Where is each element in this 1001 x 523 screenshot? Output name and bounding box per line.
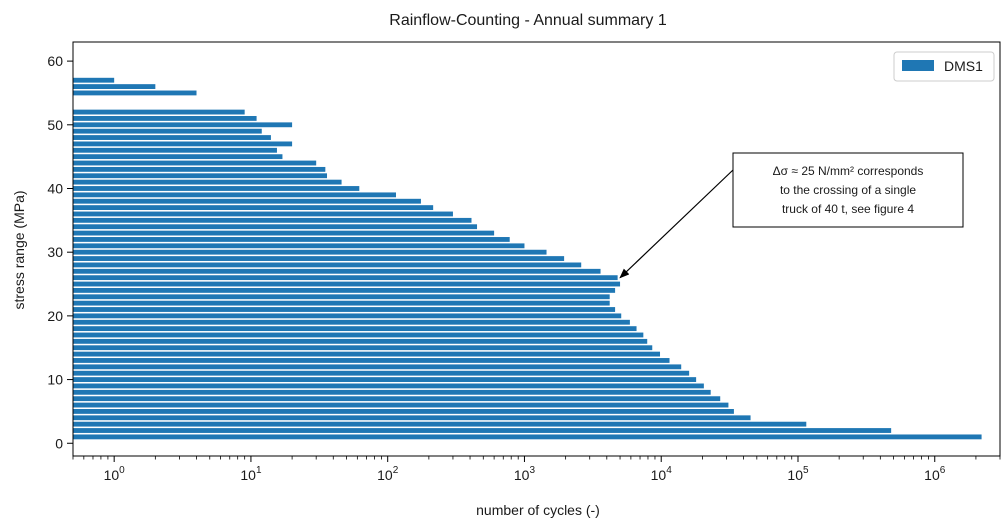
x-tick-label: 105 [787, 465, 809, 483]
x-tick-label: 104 [651, 465, 673, 483]
bar [73, 383, 704, 389]
bar [73, 249, 547, 255]
bar [73, 364, 682, 370]
bar [73, 211, 453, 217]
x-tick-label: 100 [104, 465, 126, 483]
bar [73, 415, 751, 421]
bar [73, 237, 510, 242]
y-tick-label: 50 [47, 117, 63, 133]
bar [73, 326, 637, 332]
bar [73, 421, 807, 427]
bar [73, 128, 262, 134]
bar [73, 262, 582, 268]
bar [73, 389, 711, 395]
bar [73, 434, 982, 440]
annotation-line-3: truck of 40 t, see figure 4 [782, 202, 914, 216]
bar [73, 338, 648, 344]
bar [73, 179, 342, 185]
chart-title: Rainflow-Counting - Annual summary 1 [389, 12, 667, 29]
x-axis: 100 101 102 103 104 105 106 [72, 456, 1001, 483]
y-axis: 0 10 20 30 40 50 60 [47, 53, 73, 451]
bar [73, 377, 697, 382]
y-tick-label: 30 [47, 244, 63, 260]
y-tick-label: 0 [55, 435, 63, 451]
bar [73, 319, 630, 325]
bar [73, 428, 892, 433]
bar [73, 173, 328, 179]
legend-swatch [902, 60, 934, 71]
bar-series [73, 77, 982, 440]
y-tick-label: 60 [47, 53, 63, 69]
annotation-arrow [619, 169, 734, 279]
bar [73, 186, 360, 191]
bar [73, 402, 729, 408]
bar [73, 116, 257, 121]
bar [73, 217, 472, 223]
annotation-line-1: Δσ ≈ 25 N/mm² corresponds [773, 164, 924, 178]
bar [73, 351, 661, 357]
x-tick-label: 102 [377, 465, 399, 483]
bar [73, 358, 670, 363]
bar [73, 409, 734, 414]
y-tick-label: 10 [47, 372, 63, 388]
bar [73, 275, 618, 281]
bar [73, 224, 478, 230]
plot-frame [72, 41, 1001, 457]
x-tick-label: 103 [514, 465, 536, 483]
annotation: Δσ ≈ 25 N/mm² corresponds to the crossin… [619, 152, 964, 279]
x-tick-label: 106 [924, 465, 946, 483]
bar [73, 84, 156, 89]
bar [73, 243, 525, 249]
y-tick-label: 20 [47, 308, 63, 324]
bar [73, 192, 396, 198]
bar [73, 396, 721, 402]
bar [73, 287, 616, 293]
bar [73, 230, 495, 236]
bar [73, 281, 621, 287]
bar [73, 294, 610, 300]
bar [73, 160, 317, 166]
bar [73, 198, 421, 204]
legend-box [893, 51, 995, 82]
bar [73, 256, 565, 261]
bar [73, 147, 277, 153]
bar [73, 90, 197, 96]
bar [73, 154, 283, 160]
annotation-line-2: to the crossing of a single [780, 183, 916, 197]
bar [73, 345, 653, 351]
legend-label: DMS1 [944, 58, 983, 74]
bar [73, 135, 271, 140]
legend: DMS1 [893, 51, 995, 82]
bar [73, 370, 690, 376]
bar [73, 332, 644, 338]
bar [73, 313, 622, 319]
bar [73, 141, 293, 147]
bar [73, 268, 601, 274]
bar [73, 307, 616, 312]
y-tick-label: 40 [47, 180, 63, 196]
y-axis-label: stress range (MPa) [11, 190, 27, 309]
x-tick-label: 101 [240, 465, 262, 483]
bar [73, 166, 326, 172]
bar [73, 300, 610, 306]
x-axis-label: number of cycles (-) [476, 502, 600, 518]
bar [73, 77, 115, 83]
bar [73, 109, 245, 115]
bar [73, 122, 293, 128]
bar [73, 205, 434, 211]
annotation-box [732, 152, 964, 228]
